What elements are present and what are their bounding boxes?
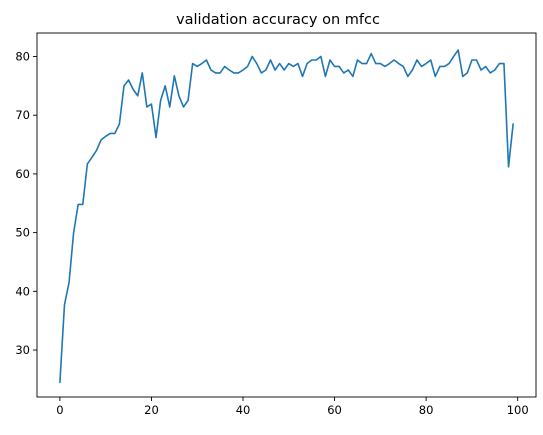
y-tick-label: 50	[15, 226, 30, 240]
y-tick-label: 70	[15, 108, 30, 122]
x-tick-label: 0	[56, 403, 63, 417]
x-tick-label: 60	[327, 403, 342, 417]
y-tick-label: 40	[15, 284, 30, 298]
x-axis: 0 20 40 60 80 100	[56, 397, 529, 417]
x-tick-label: 40	[236, 403, 251, 417]
y-tick-label: 60	[15, 167, 30, 181]
series-line	[59, 49, 514, 384]
x-tick-label: 100	[507, 403, 529, 417]
chart-title: validation accuracy on mfcc	[176, 12, 380, 28]
y-axis: 30 40 50 60 70 80	[15, 49, 37, 357]
plot-area	[36, 32, 537, 398]
y-tick-label: 30	[15, 343, 30, 357]
y-tick-label: 80	[15, 49, 30, 63]
x-tick-label: 20	[144, 403, 159, 417]
x-tick-label: 80	[419, 403, 434, 417]
